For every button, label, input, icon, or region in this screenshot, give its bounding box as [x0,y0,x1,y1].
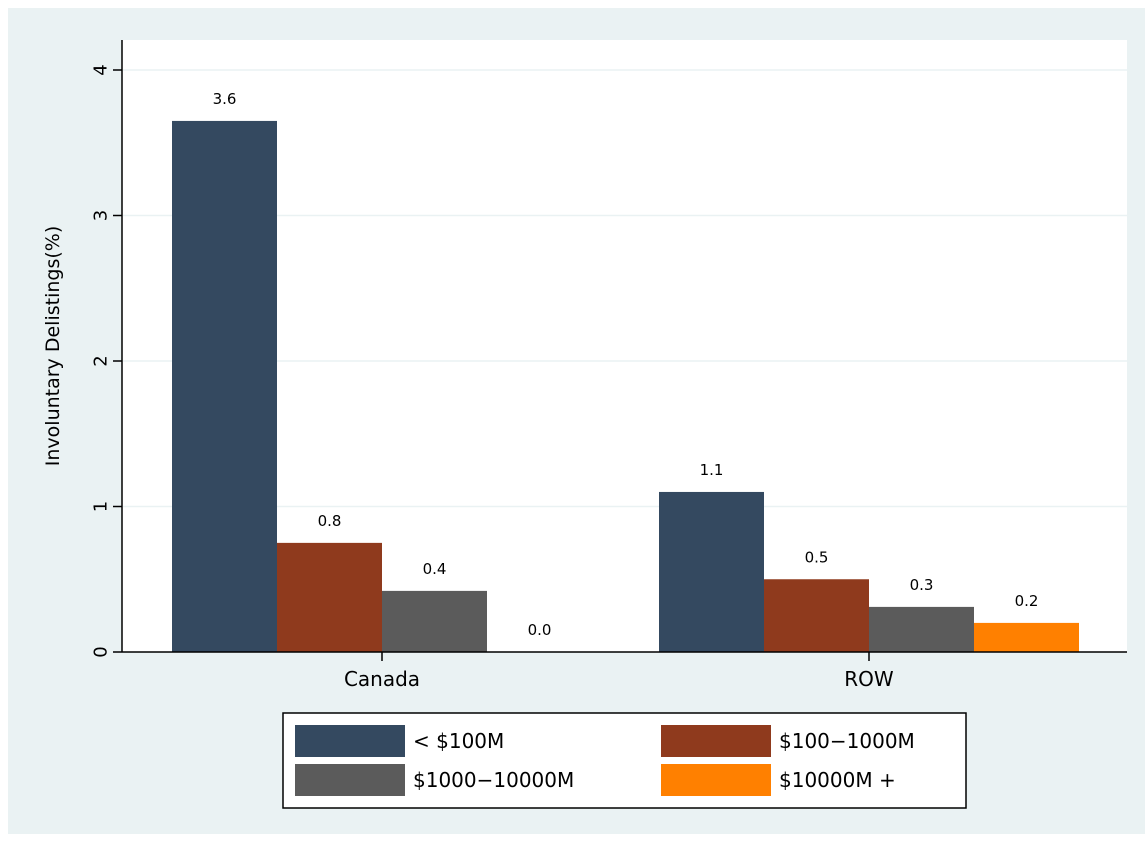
gridlines [123,69,1127,508]
data-label: 0.8 [318,512,342,530]
bar [869,606,974,652]
bar [277,542,382,652]
bar [382,590,487,652]
legend: < $100M $100−1000M $1000−10000M $10000M + [282,712,967,809]
bar [172,120,277,653]
y-tick-label: 4 [90,64,111,75]
data-label: 3.6 [213,90,237,108]
legend-key [661,725,771,757]
y-tick-label: 1 [90,501,111,512]
data-label: 0.3 [910,576,934,594]
y-tick-label: 3 [90,210,111,221]
data-label: 1.1 [700,461,724,479]
category-label: Canada [344,667,420,691]
bar [659,491,764,652]
axes [121,40,1127,653]
data-label: 0.0 [528,621,552,639]
data-labels: 3.6 0.8 0.4 0.0 1.1 0.5 0.3 0.2 [213,90,1039,639]
data-label: 0.4 [423,560,447,578]
data-label: 0.5 [805,548,829,566]
legend-label: $1000−10000M [413,768,574,792]
y-tick-label: 2 [90,355,111,366]
legend-label: < $100M [413,729,504,753]
legend-key [661,764,771,796]
legend-key [295,764,405,796]
y-tick-label: 0 [90,646,111,657]
category-labels: Canada ROW [344,652,894,691]
bar [764,579,869,652]
y-ticks: 0 1 2 3 4 [90,64,122,658]
legend-label: $100−1000M [779,729,915,753]
category-label: ROW [844,667,894,691]
data-label: 0.2 [1015,592,1039,610]
y-axis-title: Involuntary Delistings(%) [42,226,64,466]
bars [172,120,1079,653]
bar [974,622,1079,652]
legend-key [295,725,405,757]
legend-label: $10000M + [779,768,896,792]
